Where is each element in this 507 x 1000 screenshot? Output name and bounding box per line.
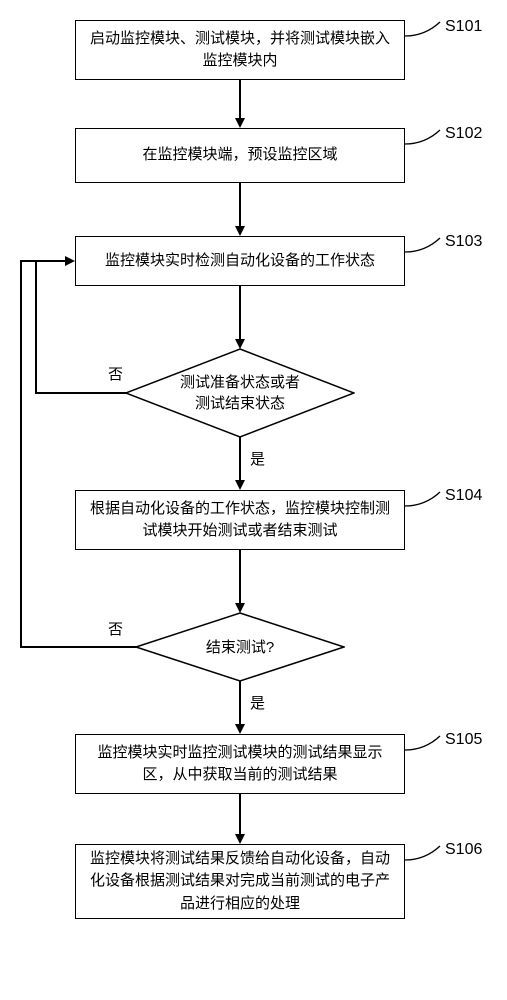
flow-decision-d2: 结束测试?: [135, 612, 345, 682]
node-text: 根据自动化设备的工作状态，监控模块控制测试模块开始测试或者结束测试: [90, 498, 390, 543]
step-label-s101: S101: [445, 18, 482, 36]
flow-node-s106: 监控模块将测试结果反馈给自动化设备，自动化设备根据测试结果对完成当前测试的电子产…: [75, 844, 405, 919]
arrow: [239, 437, 241, 482]
step-label-s102: S102: [445, 125, 482, 143]
decision-text: 结束测试?: [206, 639, 274, 656]
edge-line: [20, 646, 137, 648]
edge-label-yes: 是: [250, 448, 265, 469]
arrow: [239, 550, 241, 605]
step-label-s103: S103: [445, 233, 482, 251]
flow-node-s102: 在监控模块端，预设监控区域: [75, 128, 405, 183]
step-label-s106: S106: [445, 841, 482, 859]
label-connector: [405, 128, 445, 146]
arrow-head: [65, 256, 75, 266]
flow-decision-d1: 测试准备状态或者 测试结束状态: [125, 348, 355, 438]
node-text: 启动监控模块、测试模块，并将测试模块嵌入监控模块内: [90, 28, 390, 73]
edge-line: [35, 261, 37, 394]
edge-label-no: 否: [108, 363, 123, 384]
label-connector: [405, 20, 445, 38]
arrow-head: [235, 724, 245, 734]
step-label-s104: S104: [445, 487, 482, 505]
node-text: 监控模块将测试结果反馈给自动化设备，自动化设备根据测试结果对完成当前测试的电子产…: [90, 848, 390, 916]
node-text: 在监控模块端，预设监控区域: [142, 144, 337, 167]
arrow: [239, 794, 241, 836]
flow-node-s101: 启动监控模块、测试模块，并将测试模块嵌入监控模块内: [75, 20, 405, 80]
arrow-head: [235, 226, 245, 236]
arrow: [239, 80, 241, 120]
node-text: 监控模块实时检测自动化设备的工作状态: [105, 250, 375, 273]
node-text: 监控模块实时监控测试模块的测试结果显示区，从中获取当前的测试结果: [90, 742, 390, 787]
label-connector: [405, 734, 445, 752]
flow-node-s105: 监控模块实时监控测试模块的测试结果显示区，从中获取当前的测试结果: [75, 734, 405, 794]
edge-line: [35, 260, 67, 262]
edge-line: [35, 392, 127, 394]
decision-text-line1: 测试准备状态或者: [180, 374, 300, 391]
arrow: [239, 183, 241, 228]
arrow-head: [235, 480, 245, 490]
flow-node-s104: 根据自动化设备的工作状态，监控模块控制测试模块开始测试或者结束测试: [75, 490, 405, 550]
arrow-head: [235, 118, 245, 128]
edge-line: [20, 260, 35, 262]
arrow: [239, 286, 241, 341]
step-label-s105: S105: [445, 731, 482, 749]
label-connector: [405, 236, 445, 254]
edge-line: [20, 261, 22, 648]
edge-label-no: 否: [108, 618, 123, 639]
edge-label-yes: 是: [250, 692, 265, 713]
label-connector: [405, 490, 445, 508]
decision-text-line2: 测试结束状态: [195, 395, 285, 412]
arrow: [239, 681, 241, 726]
arrow-head: [235, 834, 245, 844]
label-connector: [405, 844, 445, 862]
flow-node-s103: 监控模块实时检测自动化设备的工作状态: [75, 236, 405, 286]
